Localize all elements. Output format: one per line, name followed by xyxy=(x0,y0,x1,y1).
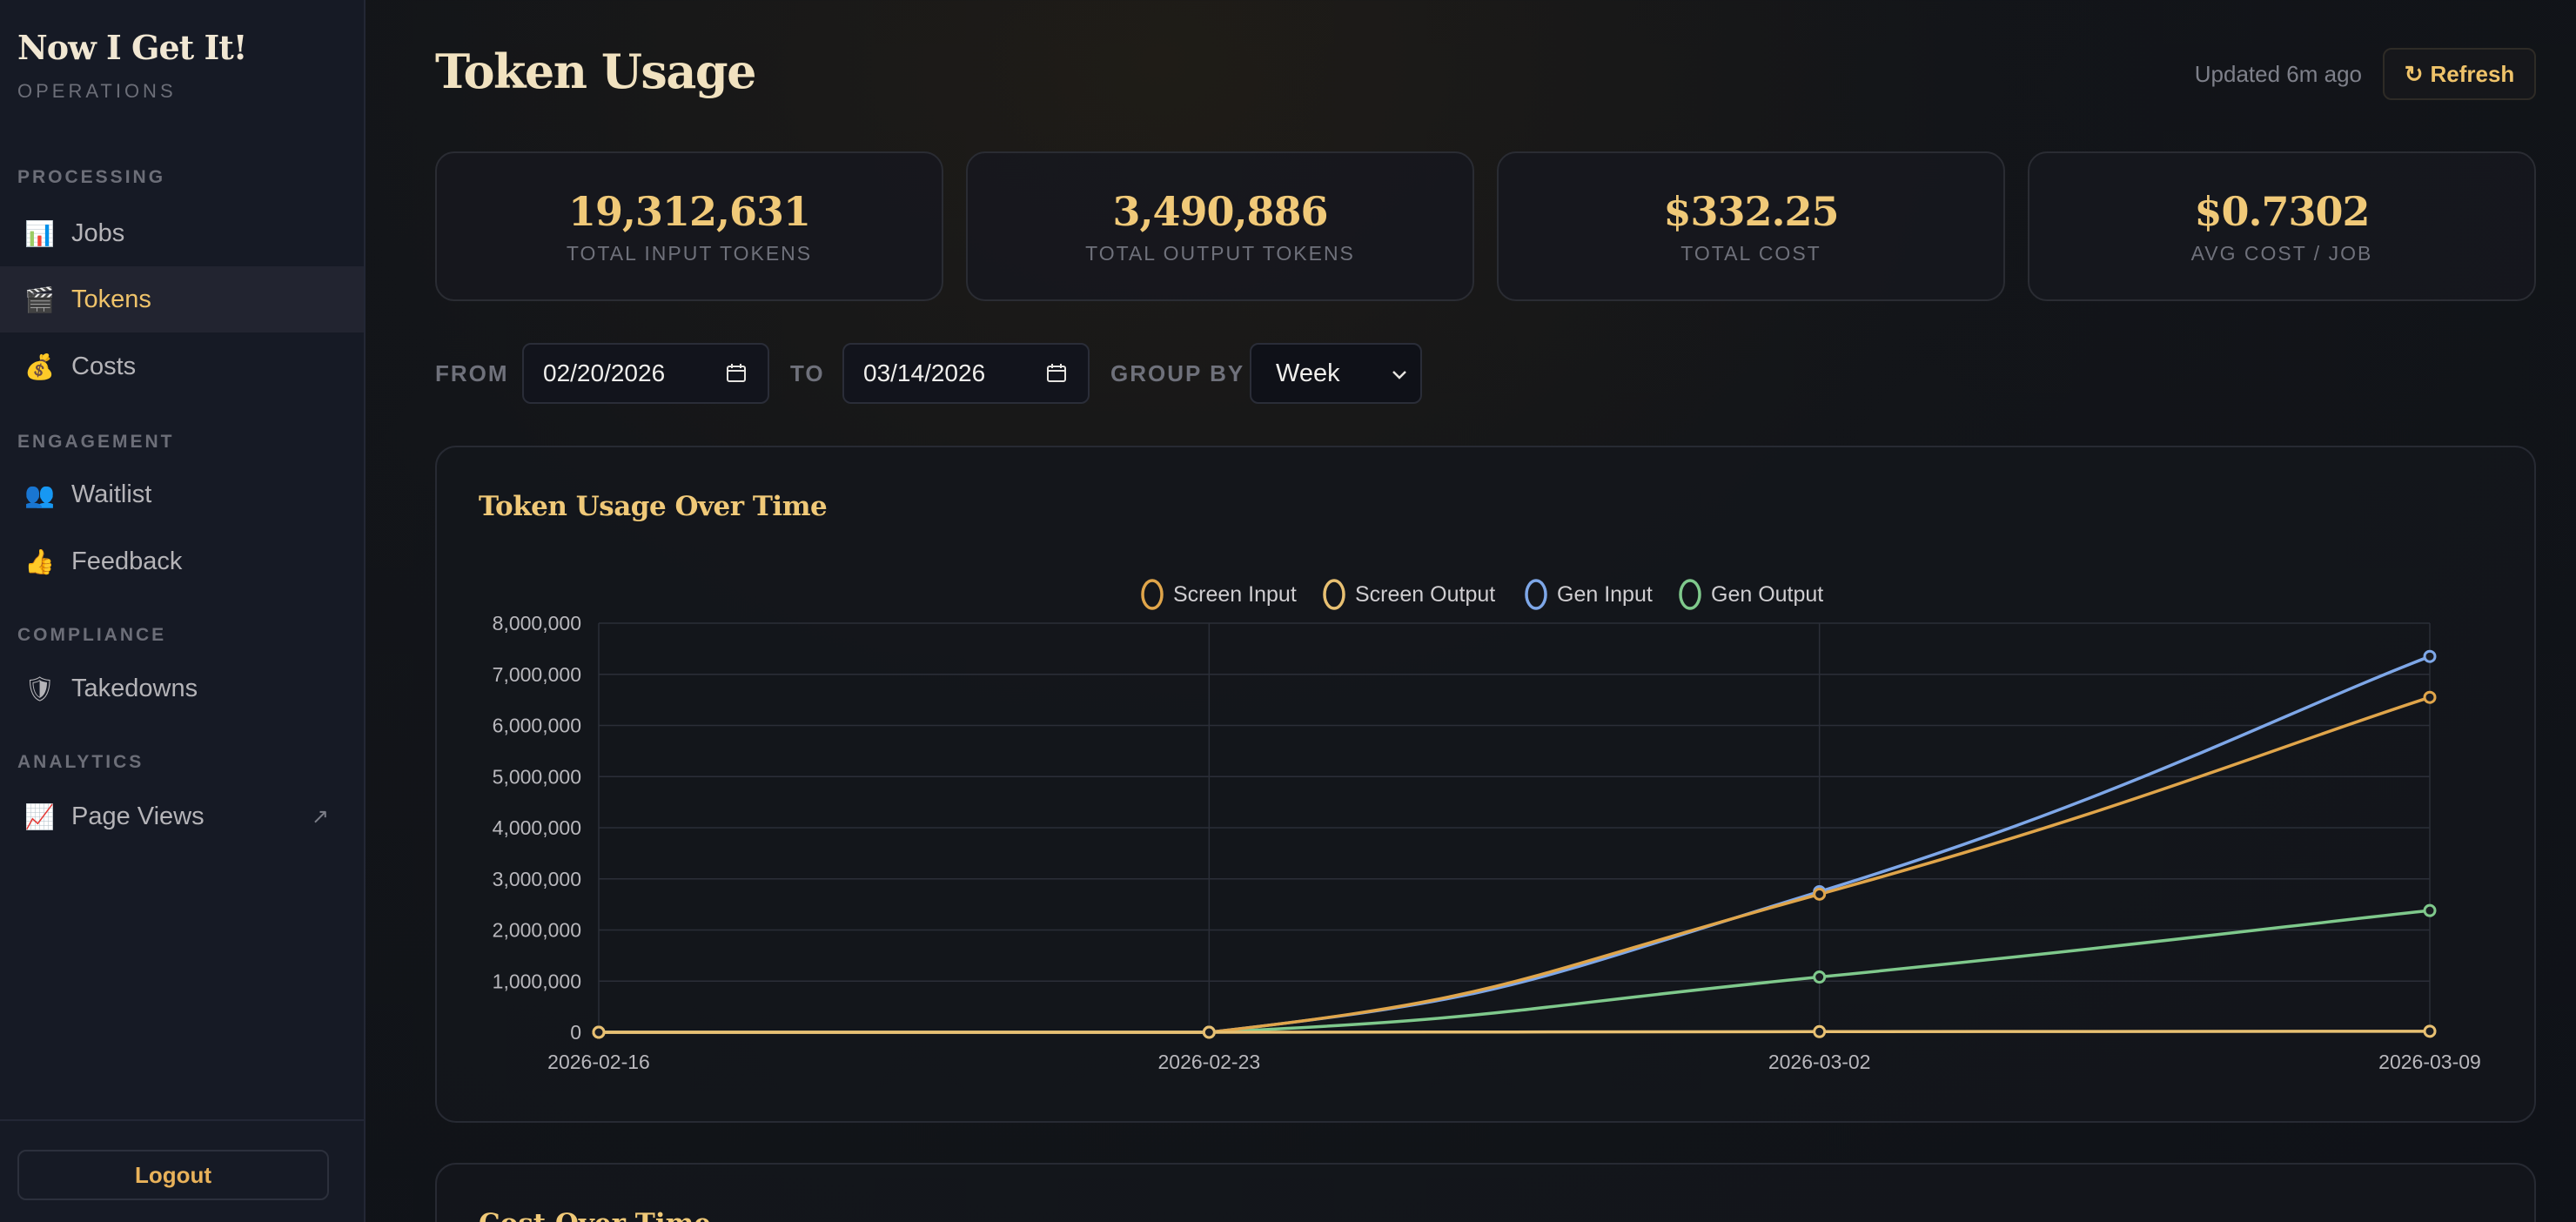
data-point-gen-output xyxy=(1813,970,1827,984)
group-by-label: GROUP BY xyxy=(1110,360,1245,386)
legend-swatch-gen-output xyxy=(1679,579,1701,610)
sidebar-item-page-views[interactable]: 📈 Page Views ↗ xyxy=(0,783,364,849)
stat-value: $0.7302 xyxy=(2194,188,2370,235)
section-label-analytics: ANALYTICS xyxy=(17,752,144,772)
sidebar-item-costs[interactable]: 💰 Costs xyxy=(0,333,364,400)
people-icon: 👥 xyxy=(24,480,55,508)
sidebar-item-tokens[interactable]: 🎬 Tokens xyxy=(0,266,364,332)
cost-chart-title: Cost Over Time xyxy=(479,1208,711,1222)
series-line-screen-output xyxy=(599,1030,2431,1034)
y-tick-label: 8,000,000 xyxy=(493,612,581,634)
stat-label: TOTAL OUTPUT TOKENS xyxy=(1085,242,1355,265)
calendar-icon[interactable] xyxy=(726,364,747,383)
sidebar-item-label: Costs xyxy=(71,352,137,380)
data-point-screen-input xyxy=(2423,690,2437,704)
sidebar-item-takedowns[interactable]: 🛡 Takedowns xyxy=(0,655,364,722)
x-tick-label: 2026-02-23 xyxy=(1158,1051,1261,1073)
to-label: TO xyxy=(790,360,825,386)
legend-swatch-gen-input xyxy=(1525,579,1547,610)
legend-swatch-screen-input xyxy=(1141,579,1164,610)
group-by-value: Week xyxy=(1276,359,1340,387)
calendar-icon[interactable] xyxy=(1046,364,1067,383)
refresh-icon: ↻ xyxy=(2404,60,2424,87)
page-title: Token Usage xyxy=(435,44,756,99)
stat-card-avg-cost: $0.7302 AVG COST / JOB xyxy=(2028,151,2536,301)
section-label-engagement: ENGAGEMENT xyxy=(17,432,175,452)
data-point-gen-output xyxy=(2423,903,2437,917)
sidebar-item-label: Waitlist xyxy=(71,480,152,508)
chevron-down-icon xyxy=(1392,371,1406,379)
refresh-button[interactable]: ↻ Refresh xyxy=(2383,48,2536,100)
group-by-select[interactable]: Week xyxy=(1250,343,1422,404)
y-tick-label: 5,000,000 xyxy=(493,765,581,788)
data-point-screen-input xyxy=(1813,887,1827,901)
to-date-value: 03/14/2026 xyxy=(863,359,986,386)
stat-card-total-input: 19,312,631 TOTAL INPUT TOKENS xyxy=(435,151,943,301)
data-point-screen-output xyxy=(1202,1025,1216,1039)
x-tick-label: 2026-02-16 xyxy=(547,1051,650,1073)
trend-chart-icon: 📈 xyxy=(24,802,55,830)
cost-over-time-card: Cost Over Time xyxy=(435,1163,2536,1222)
stat-value: $332.25 xyxy=(1663,188,1839,235)
x-tick-label: 2026-03-09 xyxy=(2378,1051,2481,1073)
sidebar: Now I Get It! OPERATIONS PROCESSING 📊 Jo… xyxy=(0,0,366,1222)
sidebar-divider xyxy=(0,1119,364,1121)
external-link-icon: ↗ xyxy=(311,804,329,829)
from-date-input[interactable]: 02/20/2026 xyxy=(522,343,769,404)
sidebar-item-label: Jobs xyxy=(71,218,125,247)
y-tick-label: 1,000,000 xyxy=(493,970,581,992)
sidebar-item-label: Feedback xyxy=(71,547,183,575)
clapper-icon: 🎬 xyxy=(24,285,55,313)
sidebar-item-waitlist[interactable]: 👥 Waitlist xyxy=(0,461,364,527)
brand-subtitle: OPERATIONS xyxy=(17,80,177,102)
to-date-input[interactable]: 03/14/2026 xyxy=(842,343,1090,404)
token-usage-chart-card: Token Usage Over Time 0 1,000,000 2,000,00… xyxy=(435,446,2536,1123)
bar-chart-icon: 📊 xyxy=(24,219,55,247)
legend-label: Screen Output xyxy=(1355,582,1495,607)
money-bag-icon: 💰 xyxy=(24,352,55,380)
legend-label: Gen Output xyxy=(1711,582,1823,607)
data-point-gen-input xyxy=(2423,649,2437,663)
shield-icon: 🛡 xyxy=(24,675,56,702)
stat-value: 19,312,631 xyxy=(567,188,811,235)
y-tick-label: 2,000,000 xyxy=(493,919,581,942)
sidebar-item-label: Tokens xyxy=(71,285,151,313)
sidebar-item-label: Page Views xyxy=(71,802,205,830)
brand-title: Now I Get It! xyxy=(17,28,247,67)
series-line-screen-input xyxy=(599,695,2431,1034)
series-line-gen-output xyxy=(599,909,2431,1034)
stat-label: AVG COST / JOB xyxy=(2190,242,2373,265)
logout-button[interactable]: Logout xyxy=(17,1150,329,1200)
stat-value: 3,490,886 xyxy=(1112,188,1328,235)
legend-label: Gen Input xyxy=(1557,582,1653,607)
sidebar-item-label: Takedowns xyxy=(71,674,198,702)
x-tick-label: 2026-03-02 xyxy=(1768,1051,1871,1073)
stat-card-total-cost: $332.25 TOTAL COST xyxy=(1497,151,2005,301)
y-tick-label: 7,000,000 xyxy=(493,663,581,686)
data-point-screen-output xyxy=(1813,1024,1827,1038)
data-point-screen-output xyxy=(592,1025,606,1039)
sidebar-item-jobs[interactable]: 📊 Jobs xyxy=(0,200,364,266)
section-label-processing: PROCESSING xyxy=(17,167,166,187)
from-label: FROM xyxy=(435,360,509,386)
updated-timestamp: Updated 6m ago xyxy=(2194,61,2362,87)
stat-card-total-output: 3,490,886 TOTAL OUTPUT TOKENS xyxy=(966,151,1474,301)
refresh-label: Refresh xyxy=(2430,60,2515,87)
token-usage-chart: 0 1,000,000 2,000,000 3,000,000 4,000,000 5,0… xyxy=(493,579,2481,1073)
y-tick-label: 4,000,000 xyxy=(493,816,581,839)
y-tick-label: 6,000,000 xyxy=(493,715,581,737)
legend-swatch-screen-output xyxy=(1323,579,1345,610)
y-tick-label: 3,000,000 xyxy=(493,868,581,890)
y-tick-label: 0 xyxy=(570,1021,581,1044)
stat-label: TOTAL COST xyxy=(1680,242,1821,265)
stat-label: TOTAL INPUT TOKENS xyxy=(566,242,813,265)
legend-label: Screen Input xyxy=(1173,582,1297,607)
series-line-gen-input xyxy=(599,655,2431,1034)
thumbs-up-icon: 👍 xyxy=(24,547,55,575)
from-date-value: 02/20/2026 xyxy=(543,359,666,386)
sidebar-item-feedback[interactable]: 👍 Feedback xyxy=(0,528,364,594)
data-point-screen-output xyxy=(2423,1024,2437,1038)
section-label-compliance: COMPLIANCE xyxy=(17,625,167,645)
chart-title: Token Usage Over Time xyxy=(479,491,828,522)
